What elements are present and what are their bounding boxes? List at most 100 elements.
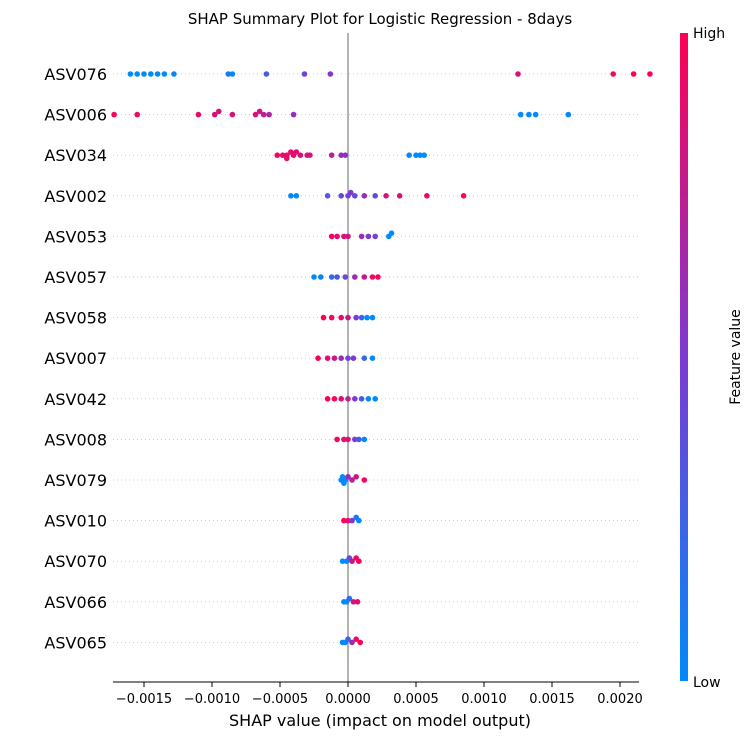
shap-point bbox=[369, 274, 376, 280]
shap-point bbox=[341, 233, 347, 240]
shap-point bbox=[372, 193, 379, 199]
shap-point bbox=[229, 71, 236, 77]
feature-label: ASV070 bbox=[44, 552, 107, 571]
shap-point bbox=[328, 152, 335, 158]
shap-point bbox=[263, 71, 270, 77]
shap-point bbox=[354, 599, 361, 605]
shap-point bbox=[328, 314, 335, 321]
shap-point bbox=[346, 595, 353, 602]
shap-point bbox=[338, 355, 345, 362]
feature-label: ASV058 bbox=[44, 309, 107, 328]
shap-point bbox=[515, 71, 521, 77]
shap-point bbox=[284, 155, 290, 162]
shap-point bbox=[396, 193, 403, 199]
shap-point bbox=[339, 558, 346, 564]
feature-label: ASV007 bbox=[44, 349, 107, 368]
shap-point bbox=[352, 436, 358, 443]
shap-point bbox=[356, 558, 362, 564]
shap-point bbox=[372, 233, 379, 240]
shap-point bbox=[361, 355, 368, 362]
shap-point bbox=[341, 436, 347, 443]
shap-point bbox=[338, 396, 345, 402]
shap-point bbox=[365, 396, 372, 402]
feature-label: ASV034 bbox=[44, 146, 107, 165]
shap-point bbox=[266, 111, 272, 118]
shap-point bbox=[630, 71, 637, 77]
shap-point bbox=[324, 193, 331, 199]
shap-point bbox=[345, 436, 351, 443]
colorbar bbox=[680, 33, 688, 681]
shap-point bbox=[290, 111, 297, 118]
shap-point bbox=[338, 152, 345, 158]
shap-point bbox=[341, 517, 347, 524]
shap-point bbox=[345, 636, 351, 642]
shap-point bbox=[345, 314, 351, 321]
shap-point bbox=[154, 71, 161, 77]
shap-point bbox=[324, 396, 331, 402]
shap-point bbox=[171, 71, 177, 77]
shap-point bbox=[517, 111, 524, 118]
shap-point bbox=[293, 193, 300, 199]
row-gridlines bbox=[113, 73, 639, 643]
shap-point bbox=[345, 396, 351, 402]
shap-point bbox=[345, 233, 351, 240]
shap-point bbox=[417, 152, 423, 158]
shap-point bbox=[225, 71, 232, 77]
shap-point bbox=[334, 274, 340, 280]
colorbar-title: Feature value bbox=[728, 309, 744, 405]
shap-point bbox=[297, 152, 304, 158]
shap-point bbox=[161, 71, 168, 77]
shap-point bbox=[361, 193, 368, 199]
shap-point bbox=[229, 111, 236, 118]
shap-point bbox=[148, 71, 154, 77]
shap-point bbox=[111, 111, 117, 118]
shap-point bbox=[361, 436, 368, 443]
shap-point bbox=[350, 355, 357, 362]
x-tick-label: 0.0000 bbox=[325, 692, 371, 707]
feature-label: ASV066 bbox=[44, 593, 107, 612]
shap-point bbox=[388, 230, 395, 236]
shap-point bbox=[352, 274, 358, 280]
shap-point bbox=[141, 71, 147, 77]
shap-point bbox=[260, 111, 267, 118]
shap-point bbox=[347, 189, 354, 196]
feature-label: ASV057 bbox=[44, 268, 107, 287]
shap-point bbox=[460, 193, 467, 199]
shap-point bbox=[331, 355, 338, 362]
shap-point bbox=[358, 396, 365, 402]
shap-point bbox=[320, 314, 327, 321]
feature-label: ASV053 bbox=[44, 227, 107, 246]
shap-point bbox=[134, 71, 140, 77]
shap-point bbox=[311, 274, 317, 280]
shap-point bbox=[349, 558, 355, 564]
shap-point bbox=[195, 111, 202, 118]
shap-point bbox=[358, 314, 365, 321]
shap-point bbox=[356, 517, 362, 524]
shap-point bbox=[424, 193, 430, 199]
shap-point bbox=[318, 274, 324, 280]
shap-point bbox=[324, 355, 331, 362]
shap-point bbox=[307, 152, 313, 158]
x-tick-label: −0.0010 bbox=[184, 692, 240, 707]
shap-point bbox=[421, 152, 427, 158]
feature-label: ASV065 bbox=[44, 633, 107, 652]
shap-point bbox=[352, 193, 358, 199]
shap-point bbox=[361, 477, 368, 483]
shap-point bbox=[610, 71, 616, 77]
shap-point bbox=[288, 149, 294, 155]
data-points bbox=[111, 71, 653, 646]
colorbar-high-label: High bbox=[693, 26, 725, 42]
shap-point bbox=[353, 636, 359, 642]
shap-point bbox=[342, 274, 349, 280]
feature-label: ASV006 bbox=[44, 106, 107, 125]
x-tick-label: −0.0005 bbox=[252, 692, 308, 707]
shap-point bbox=[211, 111, 218, 118]
feature-label: ASV002 bbox=[44, 187, 107, 206]
shap-point bbox=[375, 274, 381, 280]
colorbar-low-label: Low bbox=[693, 675, 721, 691]
shap-point bbox=[345, 474, 351, 480]
shap-point bbox=[328, 274, 335, 280]
shap-point bbox=[345, 355, 351, 362]
shap-point bbox=[358, 233, 365, 240]
